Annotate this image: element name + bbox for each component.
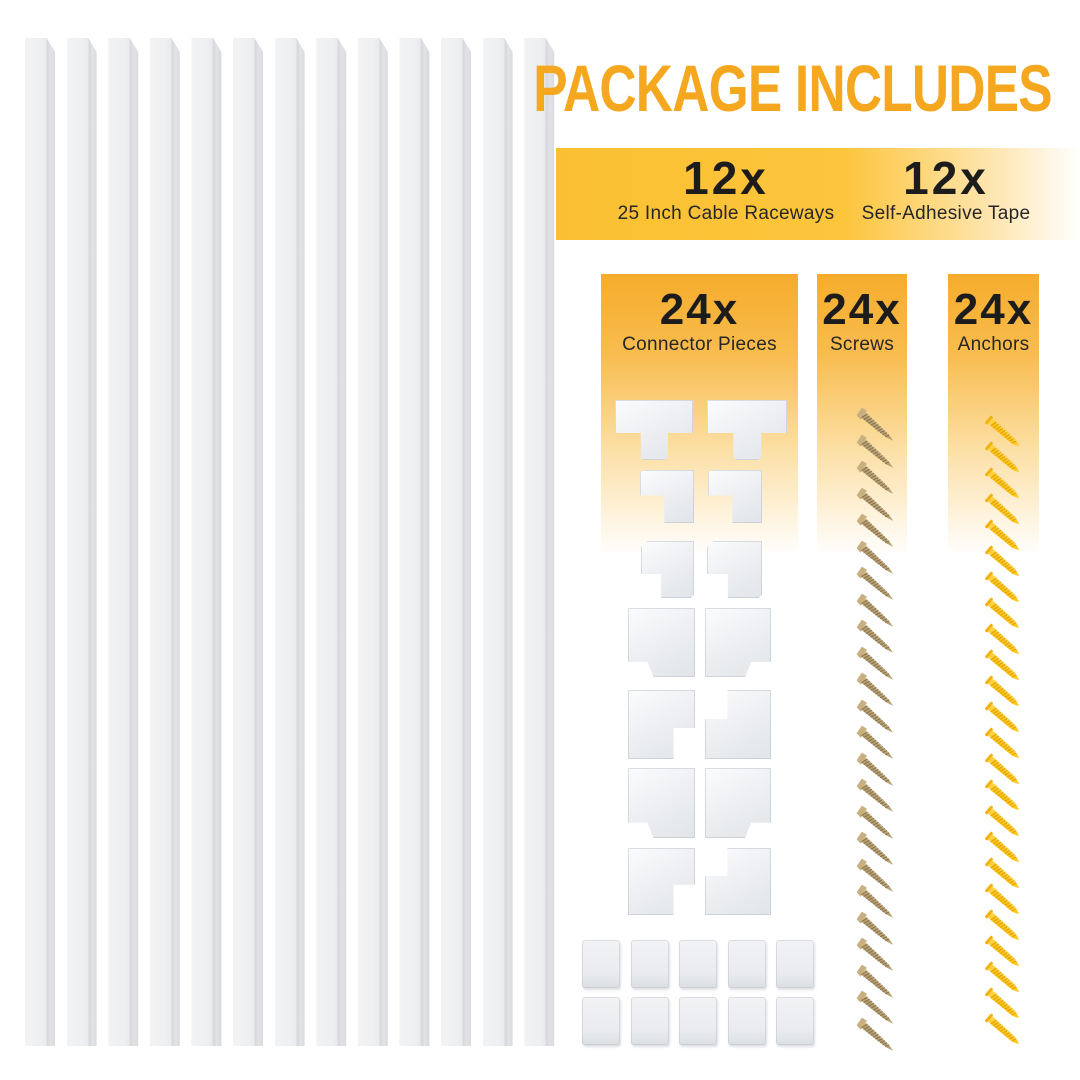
raceway-strip <box>191 38 222 1046</box>
connector-piece <box>628 690 695 759</box>
included-quantities-band: 12x 25 Inch Cable Raceways 12x Self-Adhe… <box>556 148 1080 240</box>
coupler-square <box>776 997 815 1045</box>
raceway-strip <box>316 38 347 1046</box>
coupler-square <box>630 940 669 988</box>
raceway-strip <box>357 38 388 1046</box>
page-title: PACKAGE INCLUDES <box>533 51 1052 125</box>
band-item-raceways: 12x 25 Inch Cable Raceways <box>574 153 878 225</box>
coupler-square <box>582 940 620 988</box>
band-item-tape: 12x Self-Adhesive Tape <box>794 153 1080 225</box>
connector-piece <box>628 608 695 677</box>
screws-label: Screws <box>829 334 895 355</box>
connectors-label: Connector Pieces <box>622 334 777 355</box>
connector-piece <box>705 690 771 759</box>
coupler-square <box>776 940 815 988</box>
raceway-strip <box>274 38 305 1046</box>
coupler-square <box>727 997 766 1045</box>
coupler-square <box>582 997 620 1045</box>
raceway-strip <box>441 38 471 1046</box>
raceway-strip <box>149 38 180 1046</box>
raceway-strip <box>25 38 55 1046</box>
connector-piece <box>705 608 771 677</box>
coupler-square <box>727 940 766 988</box>
raceway-strip <box>482 38 513 1046</box>
screws-quantity: 24x <box>822 285 902 334</box>
connector-piece <box>641 541 694 598</box>
anchors-quantity: 24x <box>953 285 1034 334</box>
connector-piece <box>628 848 695 915</box>
raceway-strip <box>66 38 97 1046</box>
tape-quantity: 12x <box>903 152 989 204</box>
raceway-strip <box>524 38 555 1046</box>
raceway-strip <box>399 38 430 1046</box>
connector-piece <box>705 848 771 915</box>
coupler-square <box>630 997 669 1045</box>
anchors-label: Anchors <box>957 334 1030 355</box>
connectors-quantity: 24x <box>659 285 740 334</box>
connector-piece <box>707 541 762 598</box>
raceways-label: 25 Inch Cable Raceways <box>617 203 835 224</box>
coupler-square <box>679 997 718 1045</box>
connector-piece <box>705 768 771 838</box>
raceways-quantity: 12x <box>683 152 769 204</box>
coupler-square <box>679 940 718 988</box>
panel-connector-pieces: 24x Connector Pieces <box>601 274 798 556</box>
connector-piece <box>628 768 695 838</box>
raceway-strip <box>233 38 263 1046</box>
panel-anchors: 24x Anchors <box>948 274 1039 556</box>
tape-label: Self-Adhesive Tape <box>861 203 1031 224</box>
raceway-strip <box>108 38 139 1046</box>
